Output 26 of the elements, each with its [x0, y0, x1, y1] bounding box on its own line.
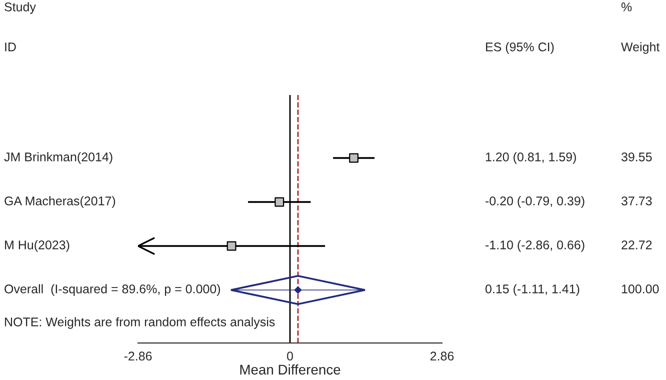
text: 100.00 [622, 284, 659, 294]
point [294, 286, 302, 294]
point [349, 153, 358, 163]
point [226, 241, 236, 251]
point [274, 197, 284, 207]
y-tick-label: Overall (I-squared = 89.6%, p = 0.000) [4, 284, 220, 296]
x-tick-label: -2.86 [124, 352, 152, 361]
text: 1.20 (0.81, 1.59) [486, 152, 576, 164]
y-tick-label: JM Brinkman(2014) [4, 152, 112, 164]
text: % [621, 2, 632, 12]
x-tick-label: 0 [287, 352, 293, 361]
text: ID [5, 42, 16, 52]
y-tick-label: M Hu(2023) [5, 240, 70, 252]
text: Weight [621, 42, 660, 54]
annotation: NOTE: Weights are from random effects analysis [5, 317, 275, 329]
text: 0.15 (-1.11, 1.41) [485, 284, 580, 296]
text: -0.20 (-0.79, 0.39) [486, 196, 584, 208]
text: -1.10 (-2.86, 0.66) [486, 240, 584, 252]
text: 39.55 [621, 152, 652, 162]
x-tick-label: 2.86 [430, 352, 454, 361]
x-axis-title: Mean Difference [240, 364, 340, 375]
text: Study [4, 2, 36, 14]
y-tick-label: GA Macheras(2017) [4, 196, 116, 208]
text: ES (95% CI) [486, 42, 554, 54]
text: 37.73 [621, 196, 652, 206]
text: 22.72 [622, 240, 652, 250]
